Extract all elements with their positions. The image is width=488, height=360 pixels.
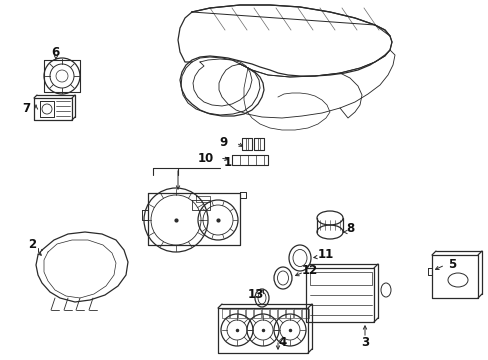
Text: 12: 12 <box>302 264 318 276</box>
Text: 9: 9 <box>219 136 227 149</box>
Text: 3: 3 <box>360 336 368 348</box>
Text: 1: 1 <box>224 157 232 170</box>
Text: 11: 11 <box>317 248 334 261</box>
Text: 5: 5 <box>447 258 455 271</box>
Text: 6: 6 <box>51 45 59 58</box>
Text: 2: 2 <box>28 238 36 252</box>
Text: 7: 7 <box>22 102 30 114</box>
Text: 8: 8 <box>346 221 353 234</box>
Text: 10: 10 <box>197 152 214 165</box>
Text: 4: 4 <box>278 336 285 348</box>
Text: 13: 13 <box>247 288 264 302</box>
